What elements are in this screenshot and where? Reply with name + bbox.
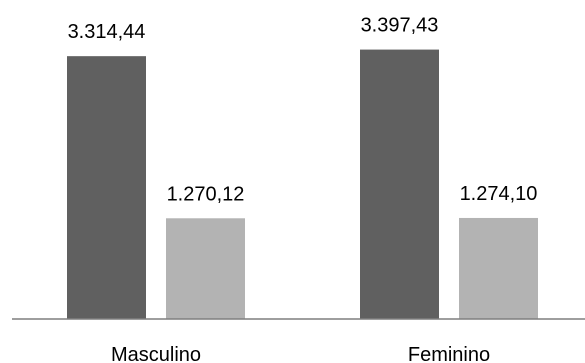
value-label-masculino-series-2: 1.270,12 xyxy=(167,183,245,205)
x-tick-label-feminino: Feminino xyxy=(408,344,490,363)
value-labels-group: 3.314,44 1.270,12 3.397,43 1.274,10 xyxy=(68,15,538,206)
bars-group xyxy=(67,49,538,319)
value-label-feminino-series-2: 1.274,10 xyxy=(460,183,538,205)
bar-masculino-series-1 xyxy=(67,56,146,319)
value-label-masculino-series-1: 3.314,44 xyxy=(68,21,146,43)
x-tick-labels-group: Masculino Feminino xyxy=(111,344,490,363)
x-tick-label-masculino: Masculino xyxy=(111,344,201,363)
value-label-feminino-series-1: 3.397,43 xyxy=(361,15,439,37)
bar-masculino-series-2 xyxy=(166,218,245,319)
bar-feminino-series-2 xyxy=(459,217,538,319)
bar-feminino-series-1 xyxy=(360,49,439,319)
